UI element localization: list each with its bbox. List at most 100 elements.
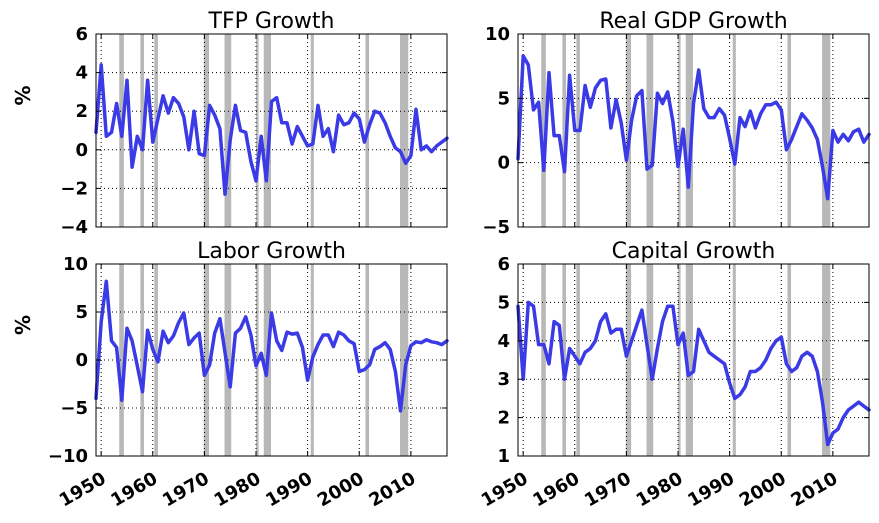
data-point <box>353 112 355 114</box>
data-point <box>682 128 684 130</box>
data-point <box>322 135 324 137</box>
data-point <box>317 104 319 106</box>
recession-band <box>625 264 632 456</box>
data-point <box>770 104 772 106</box>
data-point <box>301 135 303 137</box>
recession-band <box>732 34 736 227</box>
x-tick-label: 1980 <box>633 468 687 511</box>
data-point <box>286 122 288 124</box>
data-point <box>739 393 741 395</box>
data-point <box>563 378 565 380</box>
x-tick-label: 2010 <box>787 468 841 511</box>
data-point <box>389 135 391 137</box>
recession-band <box>787 264 792 456</box>
data-point <box>661 320 663 322</box>
data-point <box>548 71 550 73</box>
data-point <box>615 98 617 100</box>
data-point <box>167 342 169 344</box>
data-point <box>718 359 720 361</box>
data-point <box>599 320 601 322</box>
data-point <box>537 343 539 345</box>
data-point <box>239 129 241 131</box>
data-point <box>579 363 581 365</box>
data-point <box>615 328 617 330</box>
data-point <box>713 116 715 118</box>
x-tick-label: 1970 <box>581 468 635 511</box>
data-point <box>790 370 792 372</box>
recession-band <box>678 34 681 227</box>
data-point <box>410 344 412 346</box>
data-point <box>811 355 813 357</box>
data-point <box>605 313 607 315</box>
data-point <box>270 312 272 314</box>
data-point <box>842 416 844 418</box>
y-tick-label: −5 <box>60 398 88 419</box>
data-point <box>105 280 107 282</box>
y-tick-label: 3 <box>497 369 510 390</box>
data-point <box>703 340 705 342</box>
data-point <box>832 129 834 131</box>
data-point <box>358 118 360 120</box>
data-point <box>630 119 632 121</box>
data-point <box>636 324 638 326</box>
y-tick-label: 6 <box>75 24 88 45</box>
data-point <box>208 104 210 106</box>
data-point <box>734 397 736 399</box>
data-point <box>327 127 329 129</box>
recession-band <box>310 34 314 227</box>
data-point <box>842 133 844 135</box>
data-point <box>394 147 396 149</box>
data-point <box>234 332 236 334</box>
data-point <box>146 329 148 331</box>
plot-frame <box>517 33 870 228</box>
data-point <box>296 332 298 334</box>
data-point <box>100 320 102 322</box>
data-point <box>430 151 432 153</box>
y-tick-label: 5 <box>497 292 510 313</box>
data-point <box>379 112 381 114</box>
panel-real-gdp-growth: −5 0 5 10 Real GDP Growth <box>482 9 871 238</box>
data-point <box>152 141 154 143</box>
data-point <box>162 330 164 332</box>
y-tick-label: 5 <box>75 302 88 323</box>
x-tick-label: 1960 <box>107 468 161 511</box>
data-point <box>255 179 257 181</box>
data-point <box>121 135 123 137</box>
data-point <box>327 334 329 336</box>
y-tick-label: 4 <box>497 331 510 352</box>
data-point <box>115 102 117 104</box>
data-point <box>301 346 303 348</box>
data-point <box>368 124 370 126</box>
data-point <box>744 386 746 388</box>
data-point <box>558 324 560 326</box>
x-tick-label: 1970 <box>159 468 213 511</box>
data-point <box>136 365 138 367</box>
data-point <box>224 351 226 353</box>
data-point <box>405 162 407 164</box>
data-point <box>543 343 545 345</box>
data-point <box>399 410 401 412</box>
data-point <box>718 107 720 109</box>
data-point <box>661 102 663 104</box>
data-point <box>625 355 627 357</box>
x-tick-label: 1960 <box>529 468 583 511</box>
y-tick-label: 4 <box>75 63 88 84</box>
data-point <box>291 143 293 145</box>
data-point <box>389 348 391 350</box>
recession-band <box>822 264 831 456</box>
data-point <box>415 341 417 343</box>
data-point <box>620 122 622 124</box>
chart-title: Real GDP Growth <box>599 9 787 34</box>
data-point <box>183 116 185 118</box>
y-tick-label: −10 <box>48 446 88 467</box>
data-point <box>801 113 803 115</box>
x-tick-label: 1950 <box>56 468 110 511</box>
data-point <box>734 163 736 165</box>
data-point <box>110 131 112 133</box>
data-point <box>739 116 741 118</box>
data-point <box>790 138 792 140</box>
recession-band <box>685 34 693 227</box>
data-point <box>224 193 226 195</box>
data-point <box>651 378 653 380</box>
y-axis-label: % <box>11 85 35 105</box>
